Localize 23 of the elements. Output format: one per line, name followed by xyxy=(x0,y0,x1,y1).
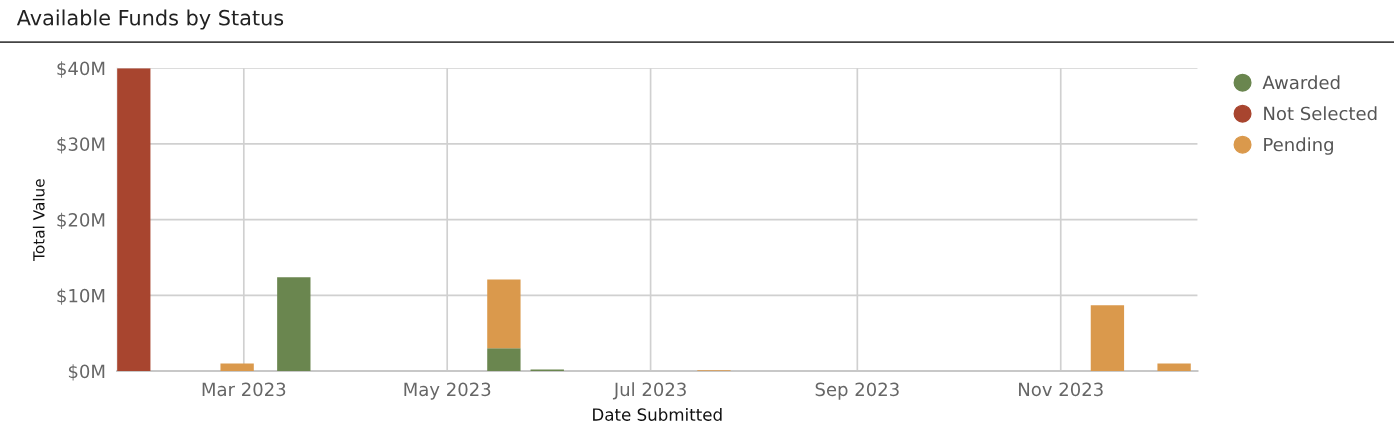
bar xyxy=(277,277,311,372)
x-axis-title: Date Submitted xyxy=(593,407,722,421)
x-tick-label: Sep 2023 xyxy=(815,382,899,400)
bar xyxy=(220,363,254,372)
y-axis-title: Total Value xyxy=(32,179,45,261)
y-tick-label: $0M xyxy=(68,364,105,381)
y-tick-label: $30M xyxy=(57,137,105,154)
bar xyxy=(117,68,151,372)
bar xyxy=(1157,363,1191,372)
x-tick-label: May 2023 xyxy=(404,382,491,400)
legend-label: Pending xyxy=(1264,137,1333,155)
bar xyxy=(487,279,521,349)
legend-label: Not Selected xyxy=(1264,106,1377,121)
y-tick-label: $20M xyxy=(57,212,105,230)
x-tick-label: Mar 2023 xyxy=(202,382,286,397)
bar xyxy=(487,348,521,372)
bar xyxy=(1090,305,1125,372)
y-tick-label: $40M xyxy=(57,61,105,78)
x-tick-label: Nov 2023 xyxy=(1019,382,1103,397)
y-tick-label: $10M xyxy=(57,288,105,305)
chart-title: Available Funds by Status xyxy=(16,9,284,30)
x-tick-label: Jul 2023 xyxy=(612,382,686,400)
legend-label: Awarded xyxy=(1262,75,1340,90)
